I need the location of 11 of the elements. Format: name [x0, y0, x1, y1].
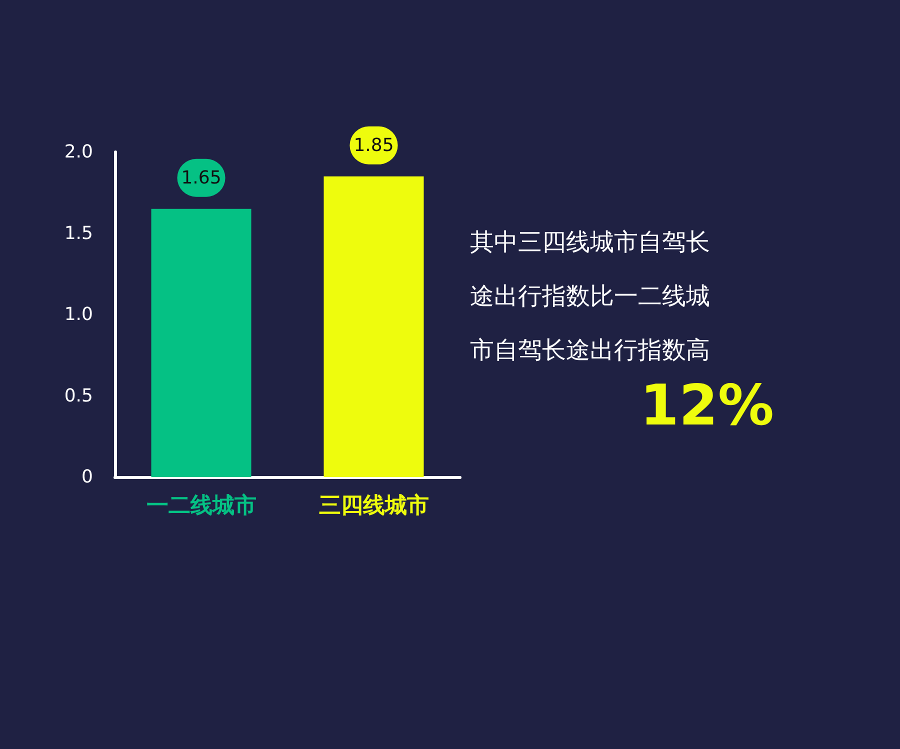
data-label: 1.65 [181, 167, 222, 188]
x-tick-label: 三四线城市 [318, 492, 429, 518]
y-tick-label: 0 [82, 466, 93, 488]
y-tick-label: 0.5 [64, 385, 93, 406]
y-tick-label: 2.0 [64, 142, 93, 162]
text: 12% [640, 374, 774, 438]
x-tick-label: 一二线城市 [146, 492, 256, 518]
text: 其中三四线城市自驾长途出行指数比一二线城市自驾长途出行指数高 [470, 228, 710, 364]
y-tick-label: 1.5 [64, 222, 93, 244]
y-tick-label: 1.0 [64, 304, 93, 325]
data-label: 1.85 [354, 134, 394, 156]
